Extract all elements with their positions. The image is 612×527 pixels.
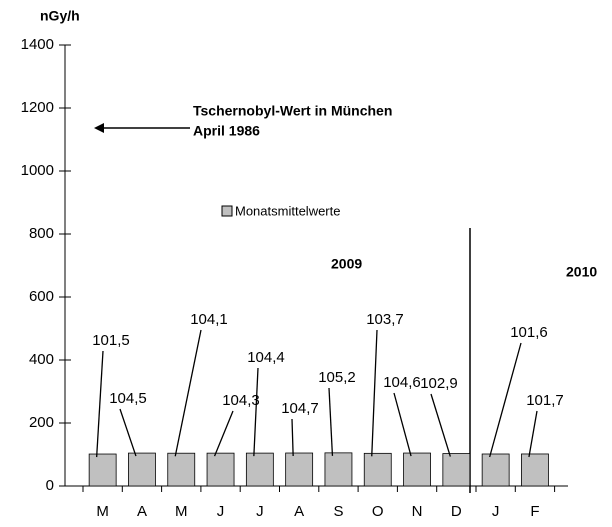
y-tick-label: 400 <box>29 351 54 368</box>
bar <box>442 453 471 487</box>
x-tick-label: J <box>492 503 500 520</box>
leader-line <box>253 367 259 457</box>
value-label: 101,5 <box>92 332 130 349</box>
bar <box>206 452 235 487</box>
value-label: 104,4 <box>247 349 285 366</box>
leader-line <box>291 418 294 457</box>
x-tick-label: D <box>451 503 462 520</box>
x-tick-label: A <box>294 503 304 520</box>
x-tick-label: O <box>372 503 384 520</box>
value-label: 104,7 <box>281 400 319 417</box>
bar <box>285 452 314 487</box>
y-tick-label: 0 <box>46 477 54 494</box>
legend-label: Monatsmittelwerte <box>235 203 340 218</box>
value-label: 104,6 <box>383 374 421 391</box>
value-label: 101,6 <box>510 324 548 341</box>
x-tick-label: S <box>333 503 343 520</box>
value-label: 101,7 <box>526 392 564 409</box>
bar <box>481 453 510 487</box>
leader-line <box>393 392 412 457</box>
leader-line <box>430 393 451 457</box>
value-label: 105,2 <box>318 369 356 386</box>
bar <box>245 452 274 487</box>
leader-line <box>174 329 202 457</box>
leader-line <box>371 329 378 457</box>
y-tick-label: 1000 <box>21 162 54 179</box>
y-tick-label: 200 <box>29 414 54 431</box>
x-tick-label: J <box>217 503 225 520</box>
bar <box>324 452 353 487</box>
annotation: April 1986 <box>193 123 260 139</box>
x-tick-label: M <box>96 503 109 520</box>
x-tick-label: N <box>412 503 423 520</box>
y-tick-label: 800 <box>29 225 54 242</box>
leader-line <box>213 410 234 457</box>
bar <box>403 452 431 487</box>
value-label: 104,3 <box>222 392 260 409</box>
x-tick-label: M <box>175 503 188 520</box>
bar <box>521 453 549 487</box>
bar <box>88 453 117 487</box>
leader-line <box>119 408 137 457</box>
leader-line <box>528 410 538 458</box>
y-tick-label: 1400 <box>21 36 54 53</box>
year-label: 2009 <box>331 256 362 272</box>
leader-line <box>96 350 104 458</box>
bar <box>363 452 392 487</box>
x-tick-label: J <box>256 503 264 520</box>
leader-line <box>328 387 334 456</box>
arrow-head <box>94 123 104 133</box>
y-tick-label: 1200 <box>21 99 54 116</box>
bar <box>128 452 156 487</box>
x-tick-label: A <box>137 503 147 520</box>
y-tick-label: 600 <box>29 288 54 305</box>
value-label: 104,5 <box>109 390 147 407</box>
x-tick-label: F <box>530 503 539 520</box>
value-label: 104,1 <box>190 311 228 328</box>
year-label: 2010 <box>566 264 597 280</box>
annotation: Tschernobyl-Wert in München <box>193 103 392 119</box>
value-label: 103,7 <box>366 311 404 328</box>
y-unit: nGy/h <box>40 8 80 24</box>
leader-line <box>489 342 522 458</box>
bar <box>167 452 196 487</box>
value-label: 102,9 <box>420 375 458 392</box>
legend-swatch <box>221 205 233 217</box>
